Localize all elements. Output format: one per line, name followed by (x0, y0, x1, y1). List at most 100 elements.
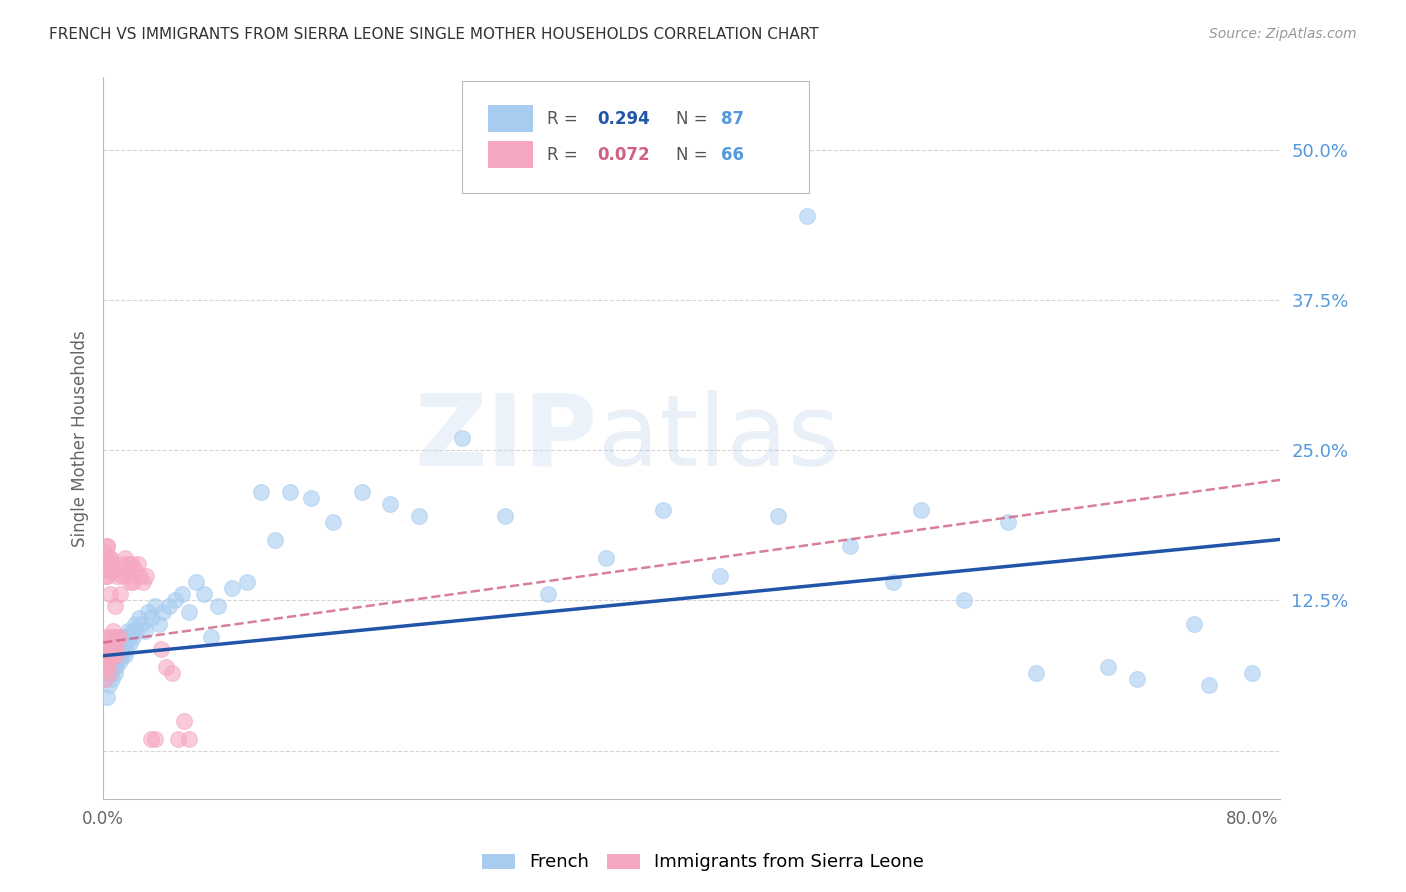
Point (110, 641, 132, 656)
Point (98, 551, 121, 566)
Point (128, 611, 150, 625)
Point (380, 497, 402, 511)
Point (163, 593, 186, 607)
Point (652, 503, 675, 517)
Bar (488, 105, 533, 132)
Point (115, 569, 138, 583)
Point (96, 539, 118, 553)
Point (101, 659, 124, 673)
Point (104, 654, 127, 668)
Point (122, 630, 145, 644)
Point (98, 551, 121, 566)
Point (118, 630, 141, 644)
Text: N =: N = (676, 145, 713, 163)
Point (221, 582, 243, 596)
Point (98, 654, 121, 668)
Point (1097, 659, 1119, 673)
Point (97, 648, 120, 662)
Point (143, 599, 166, 614)
Point (796, 209, 818, 223)
Point (129, 569, 152, 583)
Point (1198, 677, 1220, 691)
Point (107, 630, 129, 644)
Text: 0.294: 0.294 (598, 110, 651, 128)
Point (235, 575, 257, 590)
Point (173, 714, 195, 728)
Point (100, 630, 122, 644)
Point (193, 587, 215, 601)
Point (121, 624, 143, 638)
Point (101, 563, 124, 577)
Point (115, 641, 138, 656)
Point (101, 630, 124, 644)
Point (97, 635, 120, 649)
Point (93, 635, 115, 649)
Point (179, 731, 201, 746)
Point (98, 665, 121, 680)
Point (98, 635, 121, 649)
Point (100, 654, 122, 668)
Point (127, 558, 149, 572)
Point (101, 624, 124, 638)
Point (97, 563, 120, 577)
Point (143, 731, 166, 746)
Point (100, 558, 122, 572)
Point (1240, 665, 1263, 680)
Point (108, 630, 131, 644)
Point (117, 624, 139, 638)
Point (104, 599, 127, 614)
Point (104, 635, 127, 649)
Point (104, 665, 127, 680)
Point (94, 551, 117, 566)
Point (112, 558, 135, 572)
Point (110, 654, 132, 668)
Point (96, 630, 118, 644)
Point (186, 575, 208, 590)
Point (114, 648, 136, 662)
Point (172, 587, 194, 601)
Point (105, 648, 128, 662)
Point (709, 569, 731, 583)
Point (166, 731, 188, 746)
Point (122, 575, 145, 590)
Point (100, 648, 122, 662)
Text: 0.072: 0.072 (598, 145, 650, 163)
Point (350, 485, 373, 500)
Point (115, 630, 138, 644)
Point (114, 635, 136, 649)
Point (299, 491, 322, 506)
Point (136, 606, 159, 620)
Point (93, 545, 115, 559)
Point (107, 569, 129, 583)
Point (96, 690, 118, 704)
Legend: French, Immigrants from Sierra Leone: French, Immigrants from Sierra Leone (475, 847, 931, 879)
Point (537, 587, 560, 601)
Point (100, 563, 122, 577)
Point (98, 587, 121, 601)
Point (953, 593, 976, 607)
Point (120, 575, 142, 590)
Point (152, 606, 174, 620)
Point (125, 624, 148, 638)
Point (105, 659, 128, 673)
Point (882, 575, 904, 590)
Point (997, 516, 1019, 530)
Point (160, 665, 183, 680)
Point (110, 587, 132, 601)
Point (207, 599, 229, 614)
Point (149, 641, 172, 656)
Point (118, 558, 141, 572)
Text: 66: 66 (721, 145, 744, 163)
Point (117, 563, 139, 577)
Point (98, 659, 121, 673)
Point (910, 503, 932, 517)
Point (100, 635, 122, 649)
Text: R =: R = (547, 145, 583, 163)
Point (93, 551, 115, 566)
Text: atlas: atlas (598, 390, 839, 487)
Point (120, 635, 142, 649)
Point (94, 569, 117, 583)
Point (101, 641, 124, 656)
Point (94, 672, 117, 686)
Point (766, 509, 789, 524)
